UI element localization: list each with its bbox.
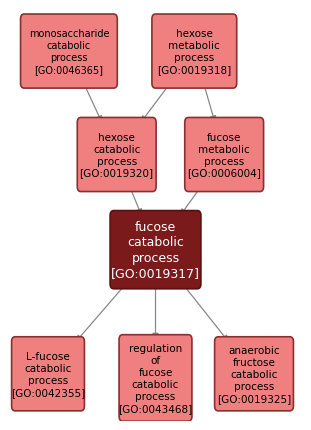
Text: fucose
catabolic
process
[GO:0019317]: fucose catabolic process [GO:0019317] — [111, 221, 200, 280]
FancyBboxPatch shape — [185, 118, 264, 192]
FancyBboxPatch shape — [110, 211, 201, 289]
FancyBboxPatch shape — [12, 337, 85, 411]
Text: hexose
catabolic
process
[GO:0019320]: hexose catabolic process [GO:0019320] — [80, 132, 154, 178]
Text: fucose
metabolic
process
[GO:0006004]: fucose metabolic process [GO:0006004] — [187, 132, 261, 178]
FancyBboxPatch shape — [77, 118, 156, 192]
Text: L-fucose
catabolic
process
[GO:0042355]: L-fucose catabolic process [GO:0042355] — [11, 351, 85, 397]
FancyBboxPatch shape — [152, 15, 237, 89]
FancyBboxPatch shape — [21, 15, 117, 89]
Text: monosaccharide
catabolic
process
[GO:0046365]: monosaccharide catabolic process [GO:004… — [29, 29, 109, 75]
Text: regulation
of
fucose
catabolic
process
[GO:0043468]: regulation of fucose catabolic process [… — [118, 343, 193, 413]
FancyBboxPatch shape — [215, 337, 294, 411]
Text: anaerobic
fructose
catabolic
process
[GO:0019325]: anaerobic fructose catabolic process [GO… — [217, 345, 291, 403]
Text: hexose
metabolic
process
[GO:0019318]: hexose metabolic process [GO:0019318] — [157, 29, 231, 75]
FancyBboxPatch shape — [119, 335, 192, 421]
